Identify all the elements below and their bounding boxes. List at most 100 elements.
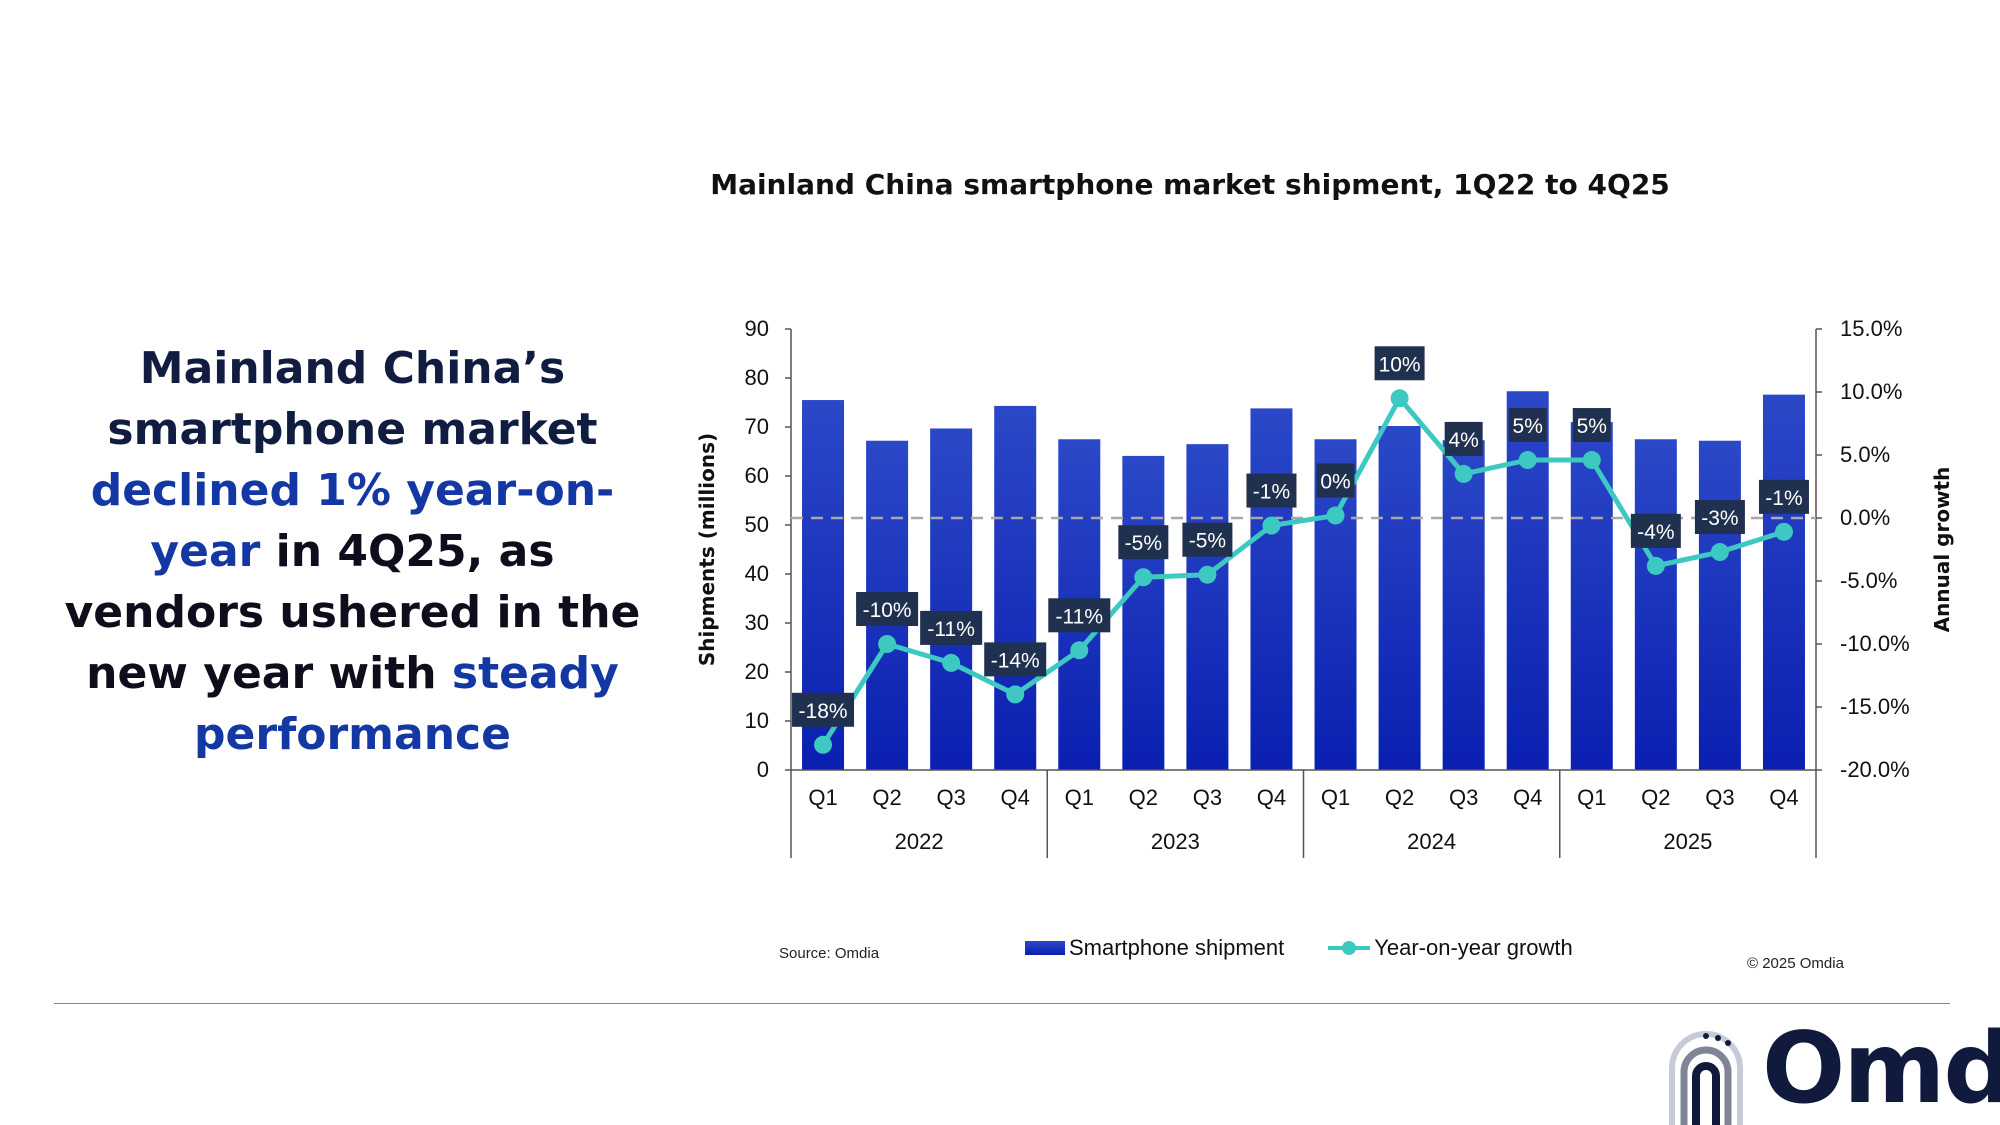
- growth-label: -3%: [1701, 507, 1738, 530]
- growth-point-5: [1134, 568, 1153, 587]
- y-tick-label: 20: [745, 659, 769, 684]
- x-tick-label: Q4: [1513, 785, 1542, 810]
- growth-label: -4%: [1637, 521, 1674, 544]
- omdia-logo: Omdia: [1662, 1022, 2000, 1125]
- growth-label-box: [1758, 479, 1809, 514]
- x-tick-label: Q1: [1577, 785, 1606, 810]
- growth-point-7: [1262, 516, 1281, 535]
- growth-label-box: [1246, 473, 1297, 508]
- growth-point-4: [1070, 641, 1089, 660]
- x-group-label: 2022: [895, 829, 944, 854]
- growth-point-9: [1390, 389, 1409, 408]
- x-tick-label: Q2: [872, 785, 901, 810]
- growth-point-0: [814, 735, 833, 754]
- growth-point-13: [1646, 556, 1665, 575]
- headline-highlight-2: steady performance: [194, 648, 619, 760]
- growth-label: 10%: [1379, 353, 1421, 376]
- omdia-logo-wordmark: Omdia: [1762, 1022, 2000, 1125]
- growth-point-11: [1518, 451, 1537, 470]
- growth-label-box: [1694, 500, 1745, 535]
- x-tick-label: Q2: [1385, 785, 1414, 810]
- growth-label: -11%: [1056, 605, 1103, 628]
- bar-2: [930, 428, 973, 770]
- legend-label-growth: Year-on-year growth: [1374, 935, 1573, 960]
- bar-7: [1250, 408, 1293, 770]
- legend-label-shipment: Smartphone shipment: [1069, 935, 1285, 960]
- growth-label: 4%: [1448, 429, 1478, 452]
- growth-label-box: [792, 692, 855, 727]
- bar-6: [1186, 444, 1229, 770]
- source-note: Source: Omdia: [779, 945, 880, 962]
- legend: Smartphone shipment Year-on-year growth: [1025, 935, 1617, 961]
- growth-label: -11%: [927, 618, 974, 641]
- x-tick-label: Q1: [808, 785, 837, 810]
- bar-10: [1442, 440, 1485, 770]
- x-tick-label: Q1: [1321, 785, 1350, 810]
- growth-label-box: [984, 642, 1047, 677]
- growth-label-box: [1572, 408, 1611, 443]
- y-tick-label: 0: [757, 757, 769, 782]
- growth-label-box: [920, 610, 983, 645]
- x-tick-label: Q4: [1257, 785, 1286, 810]
- legend-item-shipment: Smartphone shipment: [1025, 935, 1284, 961]
- bar-13: [1634, 439, 1677, 770]
- growth-point-3: [1006, 685, 1025, 704]
- growth-label: -1%: [1253, 481, 1290, 504]
- growth-point-2: [942, 653, 961, 672]
- bar-14: [1698, 440, 1741, 770]
- y-tick-label: 60: [745, 463, 769, 488]
- x-group-label: 2025: [1663, 829, 1712, 854]
- x-tick-label: Q3: [936, 785, 965, 810]
- y-tick-label: 30: [745, 610, 769, 635]
- headline-highlight-1: declined 1% year-on-year: [90, 465, 615, 577]
- legend-line-swatch: [1328, 936, 1371, 960]
- headline-text-2: in 4Q25, as vendors ushered in the new y…: [64, 526, 641, 699]
- growth-point-8: [1326, 506, 1345, 525]
- legend-bar-swatch: [1025, 941, 1065, 955]
- y2-tick-label: -10.0%: [1840, 631, 1910, 656]
- x-tick-label: Q3: [1705, 785, 1734, 810]
- x-tick-label: Q4: [1001, 785, 1030, 810]
- growth-point-10: [1454, 464, 1473, 483]
- growth-label-box: [1316, 463, 1355, 498]
- legend-item-growth: Year-on-year growth: [1328, 935, 1573, 961]
- y-tick-label: 80: [745, 365, 769, 390]
- x-tick-label: Q2: [1129, 785, 1158, 810]
- growth-label: -5%: [1125, 532, 1162, 555]
- y2-tick-label: -20.0%: [1840, 757, 1910, 782]
- growth-label-box: [1118, 525, 1169, 560]
- y-tick-label: 10: [745, 708, 769, 733]
- growth-label: -10%: [863, 599, 912, 622]
- growth-label-box: [1048, 598, 1111, 633]
- divider: [54, 1003, 1950, 1004]
- growth-label: -14%: [991, 649, 1040, 672]
- x-tick-label: Q3: [1193, 785, 1222, 810]
- growth-label-box: [856, 592, 919, 626]
- growth-label: 5%: [1513, 415, 1543, 438]
- y2-tick-label: 5.0%: [1840, 442, 1890, 467]
- y-tick-label: 70: [745, 414, 769, 439]
- growth-label: 5%: [1577, 415, 1607, 438]
- x-tick-label: Q1: [1065, 785, 1094, 810]
- growth-point-1: [878, 635, 897, 653]
- x-tick-label: Q4: [1769, 785, 1798, 810]
- growth-line: [820, 395, 1785, 747]
- bar-11: [1506, 391, 1549, 770]
- x-tick-label: Q2: [1641, 785, 1670, 810]
- y2-tick-label: 0.0%: [1840, 505, 1890, 530]
- growth-label-box: [1182, 522, 1233, 557]
- y2-tick-label: -15.0%: [1840, 694, 1910, 719]
- growth-label-box: [1630, 513, 1681, 548]
- copyright-note: © 2025 Omdia: [1747, 955, 1844, 972]
- growth-label: -18%: [799, 700, 848, 723]
- y-tick-label: 50: [745, 512, 769, 537]
- y2-tick-label: -5.0%: [1840, 568, 1897, 593]
- x-group-label: 2024: [1407, 829, 1456, 854]
- growth-label-box: [1508, 408, 1547, 443]
- growth-label: 0%: [1320, 470, 1350, 493]
- y2-tick-label: 10.0%: [1840, 379, 1902, 404]
- omdia-logo-mark-icon: [1669, 1031, 1743, 1125]
- y-axis-title: Shipments (millions): [695, 433, 719, 666]
- chart-title: Mainland China smartphone market shipmen…: [710, 168, 1670, 201]
